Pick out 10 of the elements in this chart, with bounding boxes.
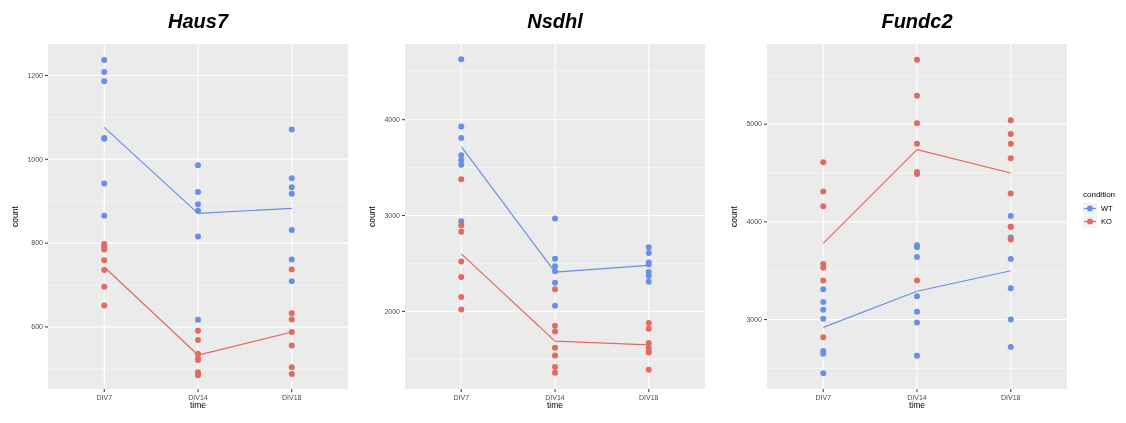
x-axis-title: time xyxy=(189,400,207,410)
chart-title: Fundc2 xyxy=(881,10,953,32)
y-axis-title: count xyxy=(10,205,20,227)
chart-title: Haus7 xyxy=(167,10,229,32)
legend-title: condition xyxy=(1083,189,1116,199)
y-axis-title: count xyxy=(367,205,377,227)
x-axis-title: time xyxy=(908,400,926,410)
y-axis-title: count xyxy=(729,205,739,227)
x-axis-title: time xyxy=(546,400,564,410)
chart-title: Nsdhl xyxy=(527,10,584,32)
